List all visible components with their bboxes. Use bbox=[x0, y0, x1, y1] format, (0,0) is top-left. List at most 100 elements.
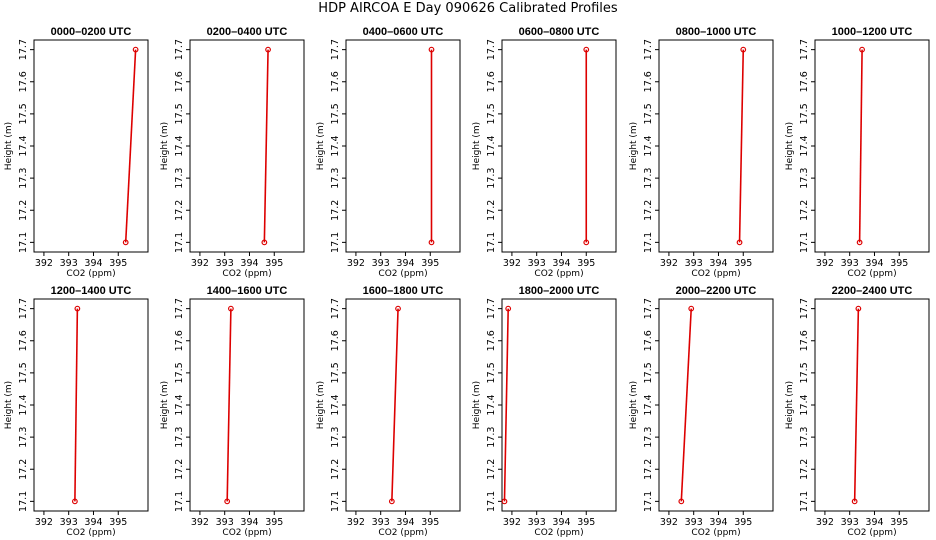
x-axis-label: CO2 (ppm) bbox=[534, 528, 583, 538]
x-tick-label: 394 bbox=[84, 258, 102, 269]
profile-point bbox=[265, 46, 271, 53]
plot-frame bbox=[501, 39, 617, 253]
profile-point bbox=[688, 305, 695, 312]
y-tick-label: 17.5 bbox=[330, 103, 341, 124]
plot-frame bbox=[658, 39, 774, 253]
y-tick-label: 17.1 bbox=[799, 232, 810, 253]
x-axis-label: CO2 (ppm) bbox=[378, 269, 427, 279]
profile-point bbox=[505, 305, 512, 312]
x-tick-label: 392 bbox=[503, 258, 521, 269]
x-tick-label: 393 bbox=[216, 517, 234, 528]
y-tick-label: 17.7 bbox=[174, 298, 185, 319]
panel-title: 0400–0600 UTC bbox=[363, 26, 444, 38]
y-tick-label: 17.5 bbox=[799, 362, 810, 383]
x-tick-label: 393 bbox=[685, 517, 703, 528]
y-tick-label: 17.7 bbox=[486, 298, 497, 319]
y-tick-label: 17.6 bbox=[486, 330, 497, 351]
x-tick-label: 394 bbox=[84, 517, 102, 528]
profile-panel: 1800–2000 UTC 392 393 394 395 17.1 17.2 17.3 17.… bbox=[472, 285, 617, 538]
y-tick-label: 17.2 bbox=[174, 459, 185, 480]
x-axis-label: CO2 (ppm) bbox=[691, 269, 740, 279]
profile-panel: 0600–0800 UTC 392 393 394 395 17.1 17.2 17.3 17.… bbox=[472, 26, 617, 279]
plot-frame bbox=[189, 298, 305, 512]
profile-point bbox=[859, 46, 865, 53]
y-axis-label: Height (m) bbox=[4, 122, 14, 170]
x-tick-label: 394 bbox=[865, 517, 883, 528]
y-tick-label: 17.3 bbox=[18, 427, 29, 448]
x-tick-label: 395 bbox=[421, 517, 439, 528]
figure-title: HDP AIRCOA E Day 090626 Calibrated Profi… bbox=[318, 1, 618, 16]
x-tick-label: 393 bbox=[216, 258, 234, 269]
y-tick-label: 17.2 bbox=[486, 459, 497, 480]
y-tick-label: 17.1 bbox=[486, 232, 497, 253]
panel-title: 2200–2400 UTC bbox=[832, 285, 913, 297]
profile-point bbox=[122, 239, 129, 246]
profile-line bbox=[391, 308, 399, 502]
y-tick-label: 17.6 bbox=[174, 330, 185, 351]
x-tick-label: 393 bbox=[841, 517, 859, 528]
plot-frame bbox=[189, 39, 305, 253]
panel-title: 0200–0400 UTC bbox=[207, 26, 288, 38]
y-tick-label: 17.1 bbox=[486, 491, 497, 512]
y-tick-label: 17.2 bbox=[330, 200, 341, 221]
x-tick-label: 394 bbox=[240, 517, 258, 528]
profile-point bbox=[855, 305, 862, 312]
y-tick-label: 17.5 bbox=[18, 103, 29, 124]
panel-title: 2000–2200 UTC bbox=[676, 285, 757, 297]
x-tick-label: 392 bbox=[660, 258, 678, 269]
y-tick-label: 17.6 bbox=[330, 330, 341, 351]
profile-panel: 1400–1600 UTC 392 393 394 395 17.1 17.2 17.3 17.… bbox=[160, 285, 305, 538]
x-tick-label: 393 bbox=[60, 517, 78, 528]
y-tick-label: 17.4 bbox=[330, 394, 341, 415]
y-tick-label: 17.6 bbox=[18, 330, 29, 351]
x-axis-label: CO2 (ppm) bbox=[222, 269, 271, 279]
y-tick-label: 17.1 bbox=[330, 232, 341, 253]
y-tick-label: 17.4 bbox=[174, 135, 185, 156]
x-tick-label: 392 bbox=[35, 258, 53, 269]
y-tick-label: 17.5 bbox=[643, 362, 654, 383]
x-tick-label: 395 bbox=[265, 258, 283, 269]
x-tick-label: 393 bbox=[841, 258, 859, 269]
y-tick-label: 17.1 bbox=[18, 491, 29, 512]
profile-point bbox=[501, 498, 508, 505]
x-tick-label: 394 bbox=[709, 258, 727, 269]
profile-panel: 1000–1200 UTC 392 393 394 395 17.1 17.2 17.3 17.… bbox=[785, 26, 930, 279]
y-tick-label: 17.4 bbox=[643, 394, 654, 415]
profile-line bbox=[226, 308, 232, 502]
y-tick-label: 17.2 bbox=[643, 459, 654, 480]
x-tick-label: 393 bbox=[60, 258, 78, 269]
y-tick-label: 17.4 bbox=[799, 135, 810, 156]
profile-panel: 1200–1400 UTC 392 393 394 395 17.1 17.2 17.3 17.… bbox=[4, 285, 149, 538]
profile-panel: 0400–0600 UTC 392 393 394 395 17.1 17.2 17.3 17.… bbox=[316, 26, 461, 279]
x-tick-label: 394 bbox=[552, 517, 570, 528]
y-tick-label: 17.2 bbox=[174, 200, 185, 221]
y-tick-label: 17.1 bbox=[643, 232, 654, 253]
y-tick-label: 17.6 bbox=[799, 71, 810, 92]
y-tick-label: 17.5 bbox=[330, 362, 341, 383]
profile-panel: 1600–1800 UTC 392 393 394 395 17.1 17.2 17.3 17.… bbox=[316, 285, 461, 538]
plot-frame bbox=[345, 39, 461, 253]
plot-frame bbox=[814, 39, 930, 253]
x-tick-label: 395 bbox=[734, 258, 752, 269]
x-tick-label: 392 bbox=[191, 258, 209, 269]
panel-title: 1600–1800 UTC bbox=[363, 285, 444, 297]
profile-panel: 0200–0400 UTC 392 393 394 395 17.1 17.2 17.3 17.… bbox=[160, 26, 305, 279]
profile-panel: 2200–2400 UTC 392 393 394 395 17.1 17.2 17.3 17.… bbox=[785, 285, 930, 538]
plot-frame bbox=[814, 298, 930, 512]
x-tick-label: 392 bbox=[35, 517, 53, 528]
y-axis-label: Height (m) bbox=[4, 381, 14, 429]
profile-point bbox=[71, 498, 78, 505]
y-tick-label: 17.6 bbox=[643, 330, 654, 351]
panel-title: 0000–0200 UTC bbox=[51, 26, 132, 38]
profile-point bbox=[132, 46, 139, 53]
profile-panel: 0000–0200 UTC 392 393 394 395 17.1 17.2 17.3 17.… bbox=[4, 26, 149, 279]
x-axis-label: CO2 (ppm) bbox=[66, 528, 115, 538]
y-tick-label: 17.2 bbox=[18, 200, 29, 221]
x-tick-label: 395 bbox=[421, 258, 439, 269]
profile-point bbox=[678, 498, 685, 505]
profile-panel: 0800–1000 UTC 392 393 394 395 17.1 17.2 17.3 17.… bbox=[629, 26, 774, 279]
y-tick-label: 17.1 bbox=[174, 491, 185, 512]
y-tick-label: 17.3 bbox=[486, 427, 497, 448]
y-tick-label: 17.6 bbox=[486, 71, 497, 92]
